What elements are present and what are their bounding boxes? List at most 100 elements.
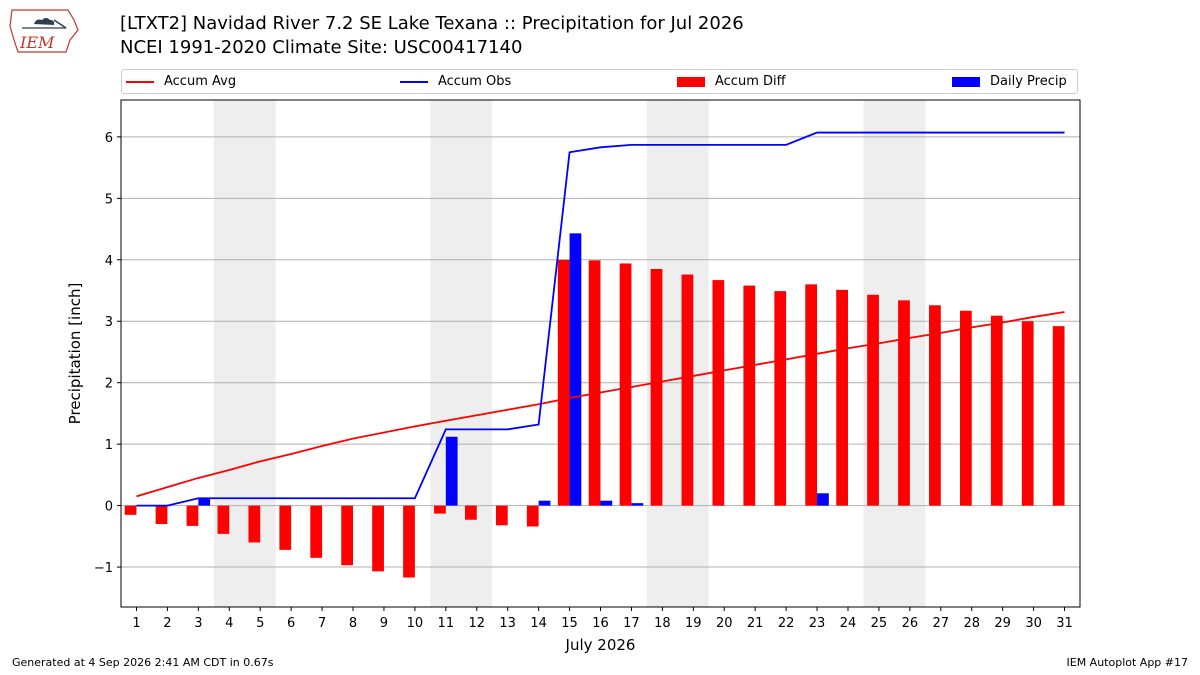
legend-daily-precip: Daily Precip: [952, 74, 1067, 90]
accum-diff-bar-19: [681, 274, 694, 506]
y-tick-label-2: 2: [105, 377, 113, 392]
x-tick-label-10: 10: [407, 616, 424, 631]
accum-diff-bar-11: [434, 505, 446, 514]
generated-timestamp: Generated at 4 Sep 2026 2:41 AM CDT in 0…: [12, 656, 274, 669]
x-tick-label-2: 2: [163, 616, 171, 631]
x-tick-label-25: 25: [871, 616, 888, 631]
accum-diff-bar-30: [1021, 321, 1034, 506]
x-tick-label-17: 17: [623, 616, 640, 631]
accum-diff-bar-13: [495, 505, 508, 526]
x-tick-label-20: 20: [716, 616, 733, 631]
daily-precip-bar-14: [538, 500, 551, 506]
accum-diff-bar-25: [867, 294, 879, 506]
accum-diff-bar-29: [990, 315, 1003, 506]
accum-diff-bar-7: [310, 505, 323, 558]
accum-diff-bar-6: [279, 505, 292, 550]
x-tick-label-24: 24: [840, 616, 857, 631]
y-tick-label-3: 3: [105, 315, 113, 330]
x-tick-label-6: 6: [287, 616, 295, 631]
x-tick-label-29: 29: [994, 616, 1011, 631]
legend-label-accum-avg: Accum Avg: [164, 74, 237, 89]
accum-diff-bar-15: [557, 259, 570, 506]
x-tick-label-14: 14: [530, 616, 547, 631]
x-tick-label-30: 30: [1025, 616, 1042, 631]
accum-obs-line: [136, 131, 1065, 507]
chart-title: [LTXT2] Navidad River 7.2 SE Lake Texana…: [120, 13, 744, 34]
weekend-shade-1: [430, 100, 493, 607]
daily-precip-bar-23: [817, 493, 829, 506]
cloud-icon: [34, 18, 55, 25]
accum-diff-bar-8: [341, 505, 354, 566]
iem-logo: IEM: [9, 9, 79, 53]
legend-accum-obs: Accum Obs: [400, 74, 511, 90]
x-tick-label-3: 3: [194, 616, 202, 631]
accum-diff-bar-1: [124, 505, 137, 515]
accum-diff-bar-10: [403, 505, 415, 578]
y-axis-label: Precipitation [inch]: [66, 283, 84, 425]
legend-swatch-accum-diff: [677, 76, 705, 87]
chart-legend: Accum Avg Accum Obs Accum Diff Daily Pre…: [121, 69, 1078, 94]
daily-precip-bar-15: [569, 233, 582, 506]
legend-accum-avg: Accum Avg: [126, 74, 236, 90]
accum-diff-bar-5: [248, 505, 261, 543]
accum-diff-bar-26: [898, 300, 910, 506]
wind-vane-icon: [53, 19, 67, 29]
accum-diff-bar-20: [712, 280, 725, 506]
legend-swatch-accum-obs: [400, 80, 428, 83]
y-tick-label-0: 0: [105, 500, 113, 515]
x-tick-label-8: 8: [349, 616, 357, 631]
daily-precip-bar-17: [631, 503, 644, 506]
x-tick-label-31: 31: [1056, 616, 1073, 631]
accum-diff-bar-9: [372, 505, 384, 572]
accum-diff-bar-22: [774, 291, 787, 506]
x-tick-label-7: 7: [318, 616, 326, 631]
accum-diff-bar-4: [217, 505, 230, 534]
legend-swatch-accum-avg: [126, 80, 154, 83]
legend-label-accum-obs: Accum Obs: [438, 74, 512, 89]
x-tick-label-27: 27: [933, 616, 950, 631]
x-tick-label-4: 4: [225, 616, 233, 631]
y-tick-label-1: 1: [105, 438, 113, 453]
accum-diff-bar-27: [929, 305, 941, 506]
x-tick-label-18: 18: [654, 616, 671, 631]
daily-precip-bar-11: [445, 436, 458, 506]
x-axis-label: July 2026: [565, 636, 636, 654]
accum-diff-bar-3: [186, 505, 199, 526]
accum-diff-bar-17: [619, 263, 632, 506]
accum-diff-bar-24: [836, 289, 848, 506]
legend-label-accum-diff: Accum Diff: [715, 74, 786, 89]
iowa-outline-shape: [9, 9, 79, 53]
x-tick-label-1: 1: [132, 616, 140, 631]
chart-subtitle: NCEI 1991-2020 Climate Site: USC00417140: [120, 37, 523, 58]
daily-precip-bar-16: [600, 500, 613, 506]
x-tick-label-13: 13: [499, 616, 516, 631]
x-tick-label-26: 26: [902, 616, 919, 631]
x-tick-label-15: 15: [561, 616, 578, 631]
accum-diff-bar-16: [588, 260, 601, 506]
x-tick-label-22: 22: [778, 616, 795, 631]
x-tick-label-12: 12: [468, 616, 485, 631]
y-tick-label-6: 6: [105, 131, 113, 146]
daily-precip-bar-3: [198, 498, 211, 506]
x-tick-label-19: 19: [685, 616, 702, 631]
legend-label-daily-precip: Daily Precip: [990, 74, 1067, 89]
x-tick-label-21: 21: [747, 616, 764, 631]
x-tick-label-28: 28: [963, 616, 980, 631]
accum-diff-bar-2: [155, 505, 168, 525]
x-tick-label-16: 16: [592, 616, 609, 631]
y-tick-label-4: 4: [105, 254, 113, 269]
legend-swatch-daily-precip: [952, 76, 980, 87]
x-tick-label-23: 23: [809, 616, 826, 631]
accum-diff-bar-14: [526, 505, 539, 527]
accum-diff-bar-31: [1052, 326, 1065, 506]
x-tick-label-9: 9: [380, 616, 388, 631]
y-tick-label-5: 5: [105, 192, 113, 207]
y-tick-label--1: −1: [94, 561, 113, 576]
accum-diff-bar-18: [650, 269, 663, 506]
accum-diff-bar-21: [743, 285, 756, 506]
accum-avg-line: [136, 311, 1065, 498]
accum-diff-bar-12: [465, 505, 477, 520]
legend-accum-diff: Accum Diff: [677, 74, 786, 90]
logo-text: IEM: [19, 33, 55, 52]
